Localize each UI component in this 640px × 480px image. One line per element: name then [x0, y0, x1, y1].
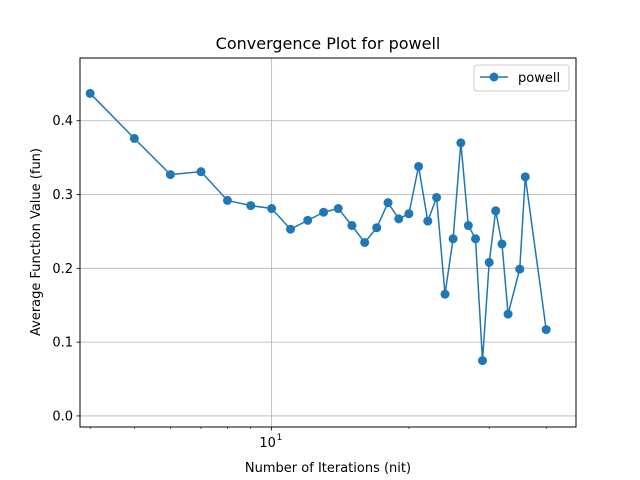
- data-point: [129, 133, 139, 143]
- data-point: [432, 192, 442, 202]
- y-axis-label: Average Function Value (fun): [29, 148, 44, 336]
- data-point: [471, 234, 481, 244]
- data-point: [196, 167, 206, 177]
- data-point: [222, 195, 232, 205]
- y-tick-label: 0.4: [52, 114, 73, 129]
- data-point: [440, 289, 450, 299]
- data-point: [456, 138, 466, 148]
- legend-box: [473, 64, 570, 92]
- legend-marker: [489, 72, 499, 82]
- y-tick-label: 0.0: [52, 409, 73, 424]
- data-point: [541, 325, 551, 335]
- data-point: [85, 88, 95, 98]
- data-point: [484, 257, 494, 267]
- data-point: [503, 309, 513, 319]
- axis-ticks: 0.0 0.1 0.2 0.3 0.4 10 1: [52, 114, 547, 451]
- legend: powell: [473, 64, 570, 92]
- data-point: [520, 172, 530, 182]
- data-point: [448, 234, 458, 244]
- data-point: [414, 161, 424, 171]
- x-tick-label: 10: [259, 436, 276, 451]
- data-point: [360, 238, 370, 247]
- series-powell: [85, 88, 551, 366]
- data-point: [463, 221, 473, 231]
- data-point: [423, 216, 433, 226]
- data-point: [333, 204, 343, 214]
- data-point: [303, 215, 313, 225]
- data-point: [383, 198, 393, 208]
- data-point: [165, 170, 175, 180]
- x-axis-label: Number of Iterations (nit): [245, 461, 411, 476]
- data-point: [515, 264, 525, 274]
- data-point: [394, 214, 404, 224]
- y-tick-label: 0.3: [52, 188, 73, 203]
- data-point: [497, 239, 507, 249]
- data-point: [246, 201, 256, 211]
- data-point: [286, 224, 295, 234]
- data-point: [267, 204, 277, 214]
- data-point: [404, 209, 414, 219]
- legend-entry-powell: powell: [518, 71, 560, 86]
- chart-title: Convergence Plot for powell: [216, 34, 441, 53]
- grid-lines: [80, 58, 576, 427]
- y-tick-label: 0.1: [52, 336, 73, 351]
- data-point: [347, 221, 357, 231]
- plot-area-frame: [79, 57, 577, 428]
- y-tick-label: 0.2: [52, 262, 73, 277]
- data-point: [372, 223, 382, 233]
- x-tick-label-exponent: 1: [277, 433, 283, 443]
- data-point: [491, 206, 501, 216]
- data-point: [319, 207, 329, 217]
- data-point: [477, 356, 487, 366]
